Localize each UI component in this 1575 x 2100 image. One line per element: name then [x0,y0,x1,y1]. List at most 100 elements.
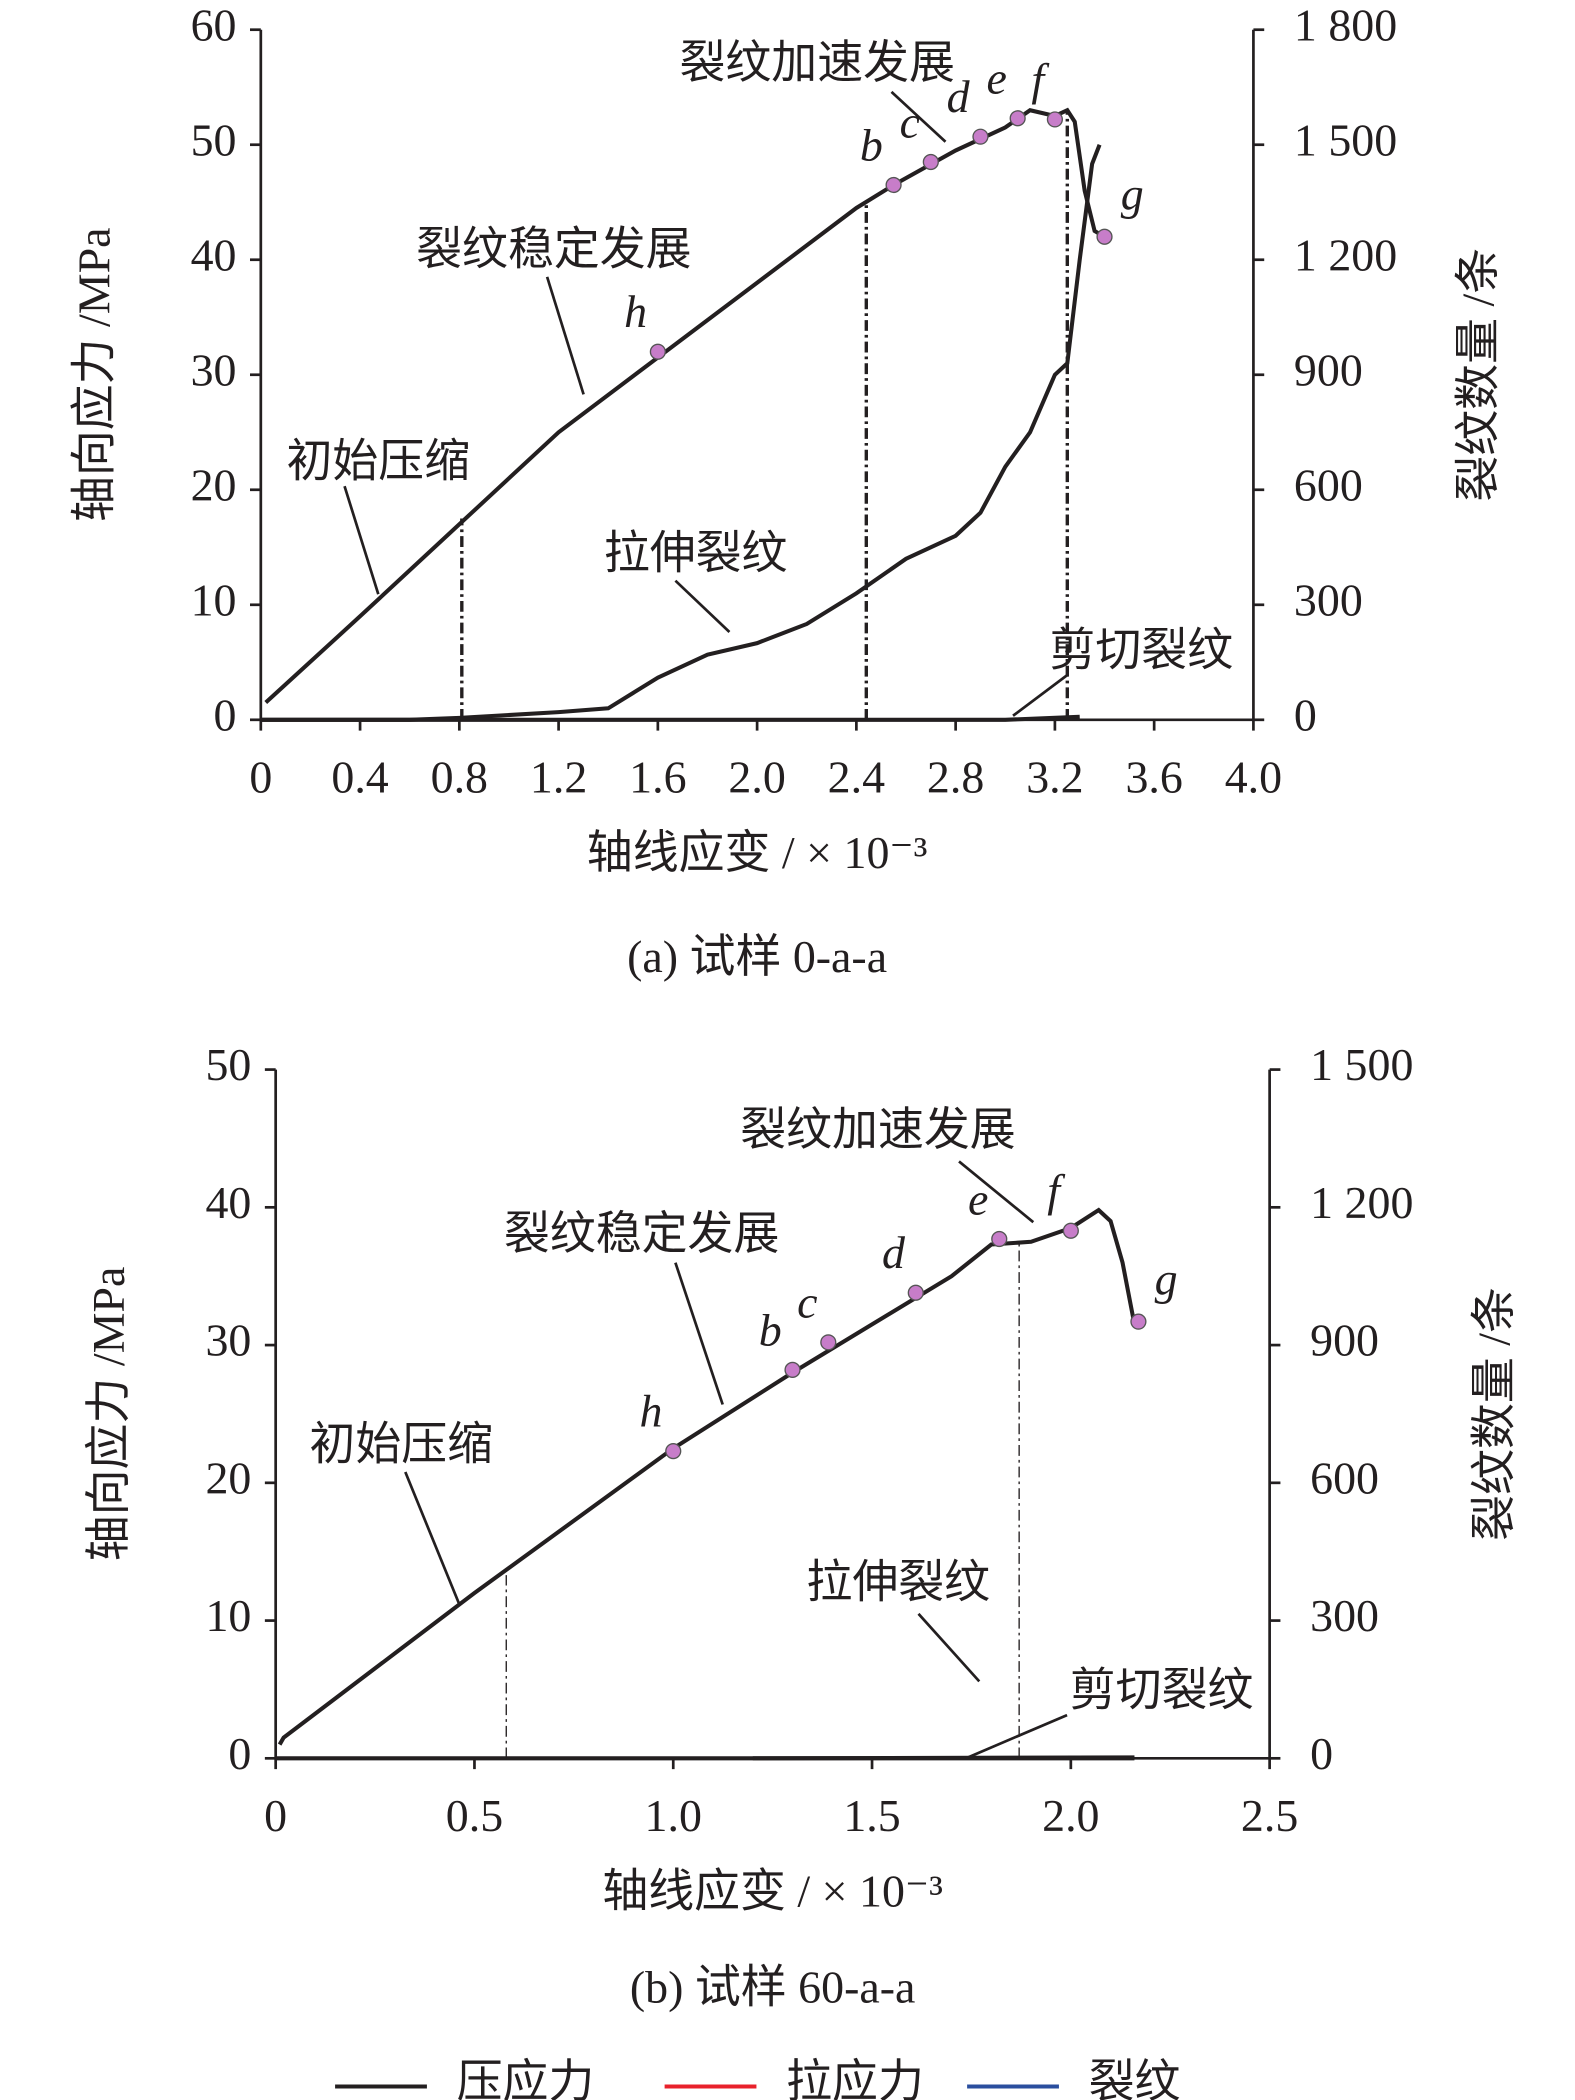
annotation: 裂纹稳定发展 [416,223,691,274]
y-tick-label: 0 [228,1728,251,1779]
stage-point [922,153,939,171]
x-tick-label: 1.6 [629,751,686,802]
annotation: 裂纹加速发展 [740,1104,1015,1155]
series-line [260,714,1080,722]
x-axis-label: 轴线应变 / × 10⁻³ [602,1866,943,1917]
point-label: b [759,1304,782,1355]
point-label: e [986,53,1006,104]
y2-tick-label: 1 500 [1310,1039,1413,1090]
y2-tick-label: 1 200 [1310,1177,1413,1228]
point-label: h [624,286,647,337]
annotation: 拉伸裂纹 [604,527,788,578]
y2-tick-label: 600 [1310,1452,1379,1503]
y-axis-label: 轴向应力 /MPa [83,1267,134,1562]
y-tick-label: 60 [191,0,237,50]
y2-tick-label: 1 500 [1294,114,1397,165]
stage-point [1130,1313,1147,1330]
series-line [277,1207,1137,1746]
y-tick-label: 30 [205,1315,251,1366]
y-tick-label: 40 [191,229,237,280]
x-tick-label: 4.0 [1225,751,1282,802]
legend-label: 拉应力 [786,2056,924,2100]
y2-tick-label: 600 [1294,459,1363,510]
legend-label: 压应力 [457,2056,595,2100]
point-label: f [1031,54,1050,105]
annotation: 剪切裂纹 [1050,625,1234,676]
y-tick-label: 50 [205,1039,251,1090]
leader-line [674,579,731,634]
axes [259,29,1255,722]
y2-tick-label: 0 [1310,1728,1333,1779]
caption: (b) 试样 60-a-a [630,1961,916,2012]
stage-point [907,1284,924,1301]
point-label: d [947,71,971,122]
y2-tick-label: 900 [1310,1315,1379,1366]
x-tick-label: 1.5 [843,1790,900,1841]
stage-point [1096,228,1113,245]
x-tick-label: 2.0 [1042,1790,1099,1841]
y2-tick-label: 300 [1310,1590,1379,1641]
x-tick-label: 0.4 [331,751,388,802]
annotation: 拉伸裂纹 [806,1556,990,1607]
stage-point [1062,1222,1079,1239]
point-label: d [882,1227,906,1278]
leader-line [1012,674,1068,717]
y-tick-label: 40 [205,1177,251,1228]
x-tick-label: 2.0 [728,751,785,802]
annotation: 裂纹稳定发展 [504,1208,779,1259]
leader-line [965,1713,1068,1760]
y2-tick-label: 0 [1294,689,1317,740]
y2-tick-label: 1 200 [1294,229,1397,280]
stage-point [649,343,666,360]
y2-tick-label: 1 800 [1294,0,1397,50]
y-tick-label: 0 [214,689,237,740]
point-label: h [639,1386,662,1437]
point-label: c [797,1277,817,1328]
stage-point [820,1334,837,1351]
leader-line [674,1262,724,1405]
y-axis-label: 轴向应力 /MPa [68,227,119,522]
stage-point [1009,110,1026,127]
point-label: c [900,96,920,147]
annotation: 裂纹加速发展 [679,37,954,88]
x-tick-label: 0.8 [431,751,488,802]
leader-line [545,276,585,395]
x-tick-label: 0.5 [446,1790,503,1841]
point-label: g [1121,168,1144,219]
x-tick-label: 2.4 [828,751,885,802]
y-tick-label: 10 [205,1590,251,1641]
y-tick-label: 10 [191,574,237,625]
series-line [264,107,1106,705]
point-label: f [1047,1165,1066,1216]
x-tick-label: 3.6 [1125,751,1182,802]
x-tick-label: 2.5 [1241,1790,1298,1841]
leader-line [958,1160,1035,1224]
x-tick-label: 0 [264,1790,287,1841]
leader-line [890,90,947,143]
stage-point [972,128,989,145]
y2-axis-label: 裂纹数量 /条 [1453,248,1504,502]
point-label: e [968,1173,988,1224]
point-label: b [860,119,883,170]
x-tick-label: 1.2 [530,751,587,802]
y2-tick-label: 900 [1294,344,1363,395]
stage-point [991,1230,1008,1248]
stage-point [885,176,902,194]
y2-tick-label: 300 [1294,574,1363,625]
leader-line [343,485,380,595]
annotation: 剪切裂纹 [1070,1664,1254,1715]
axes [274,1069,1271,1760]
y-tick-label: 20 [191,459,237,510]
annotation: 初始压缩 [286,435,470,486]
leader-line [404,1471,461,1605]
x-tick-label: 2.8 [927,751,984,802]
annotation: 初始压缩 [309,1419,493,1470]
caption: (a) 试样 0-a-a [627,931,887,982]
point-label: g [1155,1253,1178,1304]
y-tick-label: 50 [191,114,237,165]
x-axis-label: 轴线应变 / × 10⁻³ [587,827,928,878]
stage-point [665,1443,682,1460]
legend-label: 裂纹 [1089,2056,1181,2100]
stage-point [1046,111,1063,128]
